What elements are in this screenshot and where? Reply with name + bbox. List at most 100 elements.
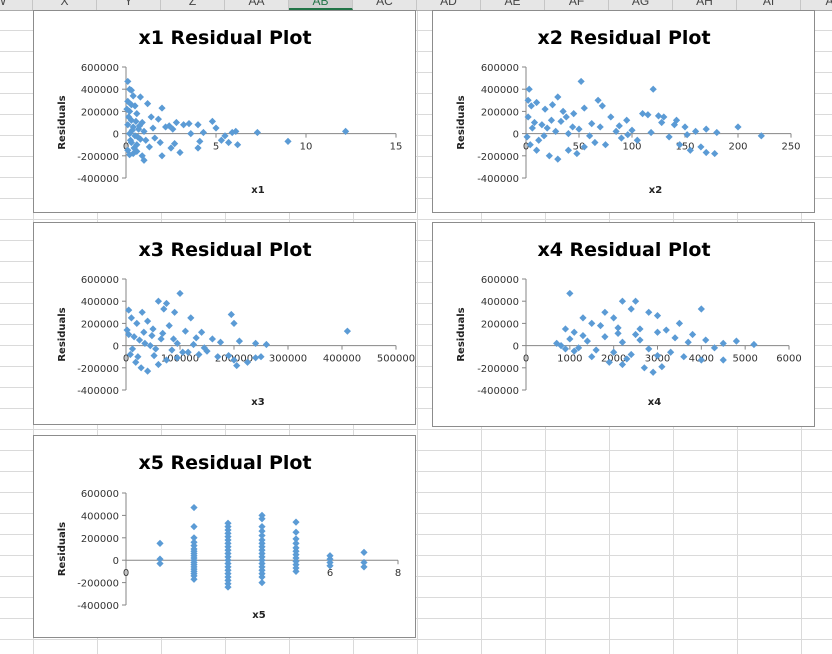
chart-canvas: x1 Residual Plot 600000 400000 200000 0 -2000… [57, 27, 402, 196]
column-header-ac[interactable]: AC [353, 0, 417, 10]
data-point [127, 314, 135, 322]
x-tick-label: 500000 [377, 354, 415, 365]
data-point [653, 312, 662, 320]
data-point [258, 523, 266, 531]
data-point [159, 329, 167, 337]
column-header-ag[interactable]: AG [609, 0, 673, 10]
y-tick-label: 0 [513, 130, 519, 141]
data-point [129, 92, 137, 100]
data-point [141, 339, 149, 347]
data-point [252, 339, 260, 347]
x4-residual-plot[interactable]: x4 Residual Plot 600000 400000 200000 0 -2000… [432, 222, 815, 427]
data-point [686, 146, 694, 154]
data-point [190, 523, 198, 531]
data-point [680, 353, 688, 361]
data-point [190, 503, 198, 512]
data-point [172, 118, 180, 127]
chart-title: x3 Residual Plot [138, 239, 311, 261]
data-point [124, 77, 132, 86]
data-point [152, 345, 160, 353]
column-header-ah[interactable]: AH [673, 0, 737, 10]
data-point [547, 116, 556, 124]
data-point [610, 314, 618, 322]
data-point [692, 127, 700, 135]
data-point [292, 528, 300, 536]
x-tick-label: 200 [728, 142, 747, 153]
x-tick-label: 50 [573, 142, 586, 153]
data-point [548, 101, 557, 109]
column-header-ae[interactable]: AE [481, 0, 545, 10]
data-point [144, 100, 152, 108]
column-header-aj[interactable]: AJ [801, 0, 832, 10]
data-point [199, 128, 207, 137]
data-point [217, 136, 225, 144]
data-point [135, 122, 144, 130]
column-header-w[interactable]: W [0, 0, 33, 10]
data-point [566, 335, 574, 343]
x5-residual-plot[interactable]: x5 Residual Plot 600000 400000 200000 0 -2000… [33, 435, 416, 638]
x1-residual-plot[interactable]: x1 Residual Plot 600000 400000 200000 0 -2000… [33, 10, 416, 213]
data-point [640, 364, 648, 372]
x2-residual-plot[interactable]: x2 Residual Plot 600000 400000 200000 0 -2000… [432, 10, 815, 213]
y-tick-label: 200000 [481, 107, 519, 118]
y-axis-title: Residuals [57, 307, 68, 361]
data-point [208, 117, 216, 125]
column-header-bar: WXYZAAABACADAEAFAGAHAIAJ [0, 0, 832, 11]
y-tick-label: 200000 [481, 319, 519, 330]
data-point [156, 138, 164, 147]
data-point [158, 104, 166, 112]
column-header-x[interactable]: X [33, 0, 97, 10]
x-tick-label: 400000 [323, 354, 361, 365]
data-point [631, 297, 640, 305]
data-point [243, 358, 252, 366]
data-point [662, 326, 670, 334]
column-header-ad[interactable]: AD [417, 0, 481, 10]
data-point [149, 325, 157, 333]
data-point [133, 319, 141, 327]
x-tick-label: 0 [123, 354, 129, 365]
data-point [151, 134, 159, 142]
data-point [583, 337, 591, 345]
x-tick-label: 5 [213, 142, 219, 153]
data-point [653, 328, 662, 336]
data-point [187, 130, 195, 138]
data-point [132, 117, 140, 125]
x-tick-label: 6 [327, 568, 333, 579]
data-point [189, 340, 198, 349]
data-point [627, 350, 635, 359]
data-point [527, 102, 535, 110]
data-point [561, 325, 570, 333]
y-tick-label: -200000 [477, 152, 519, 163]
y-tick-label: 0 [113, 556, 119, 567]
data-point [235, 337, 243, 345]
chart-canvas: x3 Residual Plot 600000 400000 200000 0 -2000… [57, 239, 415, 408]
x-axis-title: x3 [251, 397, 264, 408]
data-point [614, 329, 622, 337]
data-point [227, 310, 235, 319]
data-point [144, 317, 152, 325]
x-tick-label: 6000 [776, 354, 801, 365]
data-point [258, 579, 266, 587]
x3-residual-plot[interactable]: x3 Residual Plot 600000 400000 200000 0 -2000… [33, 222, 416, 425]
column-header-ai[interactable]: AI [737, 0, 801, 10]
data-point [628, 126, 636, 134]
data-point [292, 518, 300, 526]
data-point [697, 143, 705, 151]
data-point [580, 143, 588, 151]
column-header-ab[interactable]: AB [289, 0, 353, 10]
x-tick-label: 250 [781, 142, 800, 153]
chart-canvas: x4 Residual Plot 600000 400000 200000 0 -2000… [456, 239, 802, 408]
data-point [569, 123, 577, 131]
data-point [676, 141, 684, 149]
data-point [232, 127, 240, 135]
data-point [711, 149, 719, 158]
column-header-aa[interactable]: AA [225, 0, 289, 10]
data-point [360, 563, 368, 571]
chart-title: x4 Residual Plot [537, 239, 710, 261]
column-header-y[interactable]: Y [97, 0, 161, 10]
data-point [156, 539, 164, 547]
data-point [257, 353, 265, 361]
column-header-af[interactable]: AF [545, 0, 609, 10]
data-point [140, 127, 148, 135]
column-header-z[interactable]: Z [161, 0, 225, 10]
